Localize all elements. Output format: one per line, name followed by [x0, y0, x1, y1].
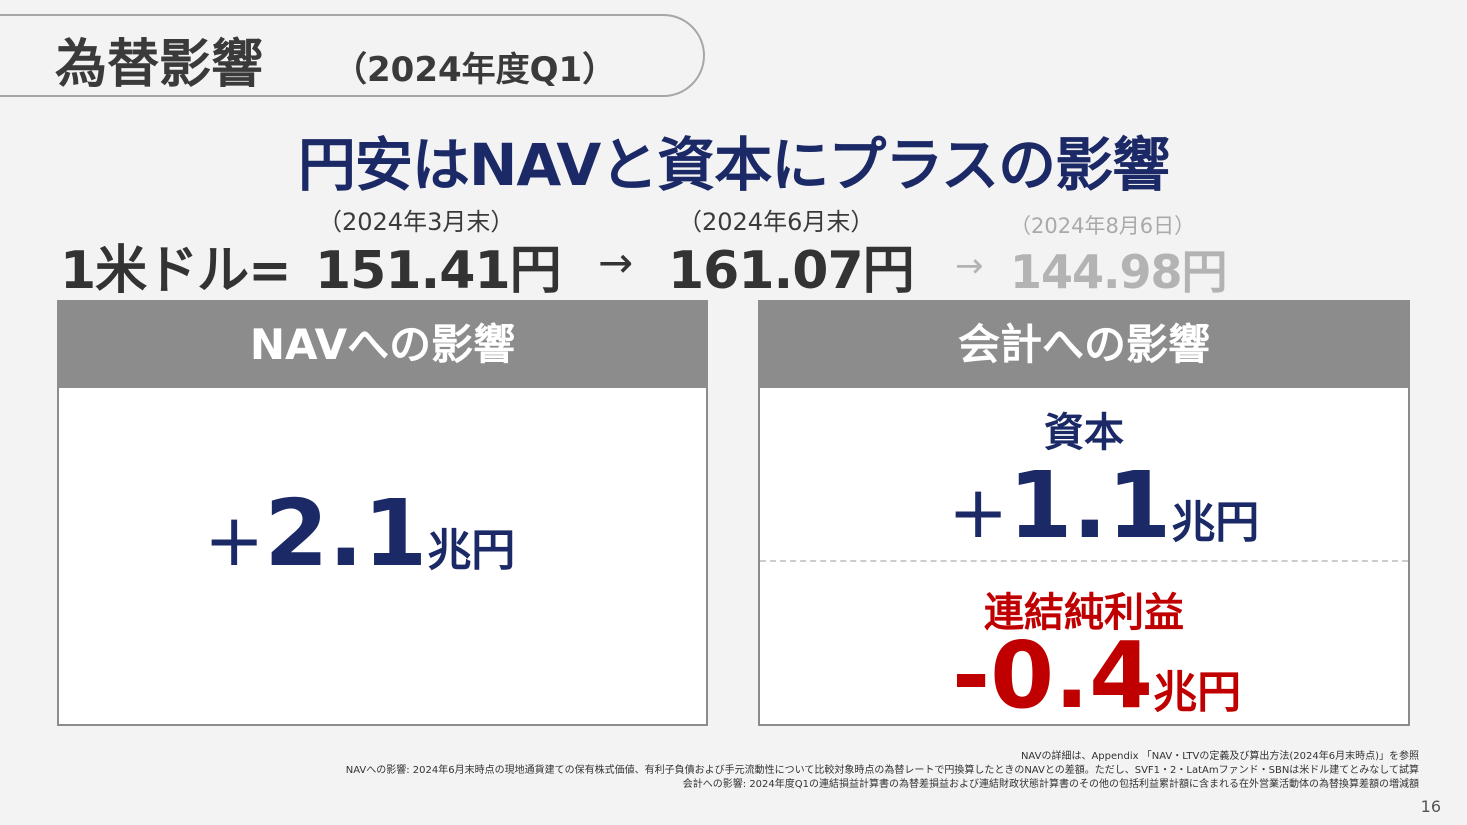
- net-income-unit: 兆円: [1153, 667, 1242, 718]
- footnote: NAVの詳細は、Appendix 「NAV・LTVの定義及び算出方法(2024年…: [1020, 751, 1419, 762]
- nav-impact-unit: 兆円: [427, 525, 516, 576]
- page-title: 為替影響: [55, 35, 264, 95]
- date-august: （2024年8月6日）: [1010, 214, 1196, 238]
- date-june: （2024年6月末）: [678, 208, 875, 236]
- rate-march: 151.41円: [315, 241, 562, 301]
- capital-value: +1.1兆円: [948, 452, 1259, 559]
- page-number: 16: [1420, 797, 1441, 816]
- nav-impact-header: NAVへの影響: [59, 302, 706, 388]
- plus-sign: +: [204, 498, 265, 582]
- footnote: 会計への影響: 2024年度Q1の連結損益計算書の為替差損益および連結財政状態計…: [682, 779, 1419, 790]
- plus-sign: +: [948, 470, 1009, 554]
- nav-impact-number: 2.1: [264, 480, 428, 587]
- page-subtitle: （2024年度Q1）: [333, 50, 617, 90]
- accounting-impact-box: 会計への影響 資本 +1.1兆円 連結純利益 -0.4兆円: [758, 300, 1410, 729]
- rate-june: 161.07円: [668, 241, 915, 301]
- arrow-icon: →: [598, 238, 634, 287]
- footnotes: NAVの詳細は、Appendix 「NAV・LTVの定義及び算出方法(2024年…: [346, 750, 1419, 792]
- divider: [760, 560, 1408, 562]
- title-tab: [0, 14, 705, 97]
- capital-number: 1.1: [1008, 452, 1172, 559]
- capital-label: 資本: [1044, 410, 1124, 456]
- net-income-number: -0.4: [952, 622, 1154, 729]
- rate-prefix: 1米ドル=: [60, 241, 292, 301]
- arrow-icon: →: [955, 246, 984, 286]
- nav-impact-box: NAVへの影響 +2.1兆円: [57, 300, 708, 726]
- nav-impact-value: +2.1兆円: [204, 480, 515, 587]
- net-income-label: 連結純利益: [984, 590, 1184, 636]
- net-income-value: -0.4兆円: [952, 622, 1241, 729]
- accounting-impact-header: 会計への影響: [760, 302, 1408, 388]
- headline: 円安はNAVと資本にプラスの影響: [297, 131, 1170, 199]
- rate-august: 144.98円: [1010, 245, 1228, 299]
- capital-unit: 兆円: [1171, 497, 1260, 548]
- footnote: NAVへの影響: 2024年6月末時点の現地通貨建ての保有株式価値、有利子負債お…: [345, 765, 1419, 776]
- date-march: （2024年3月末）: [318, 208, 515, 236]
